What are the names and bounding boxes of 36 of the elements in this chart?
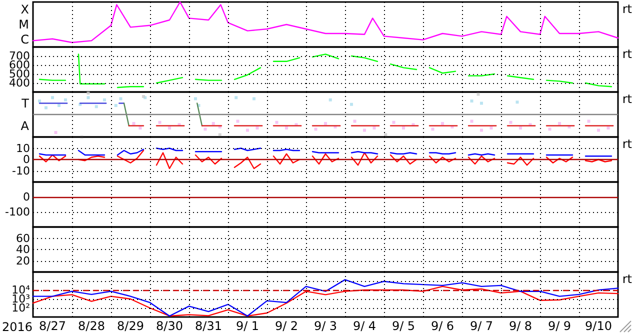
x-tick-label: 8/29 <box>117 319 144 333</box>
text: X <box>20 2 29 16</box>
x-tick-label: 9/ 6 <box>430 319 454 333</box>
y-tick-label: 40 <box>16 243 30 256</box>
x-tick-label: 8/27 <box>39 319 66 333</box>
y-tick-label: 400 <box>9 76 30 90</box>
y-tick-label: -10 <box>12 164 30 178</box>
y-tick-label: 20 <box>16 254 30 268</box>
text: rt <box>622 92 632 106</box>
text: rt <box>622 2 632 16</box>
x-tick-label: 9/ 1 <box>236 319 260 333</box>
y-tick-label: 60 <box>16 232 30 245</box>
x-tick-label: 9/ 5 <box>392 319 416 333</box>
x-tick-label: 9/ 7 <box>470 319 494 333</box>
y-tick-label: 0 <box>23 153 30 166</box>
x-tick-label: 9/ 3 <box>314 319 338 333</box>
x-tick-label: 9/ 2 <box>274 319 298 333</box>
x-tick-label: 9/ 9 <box>548 319 572 333</box>
y-tick-label: 10² <box>12 302 30 314</box>
x-tick-label: 8/31 <box>195 319 222 333</box>
x-tick-label: 8/28 <box>78 319 105 333</box>
x-tick-label: 8/30 <box>156 319 183 333</box>
y-tick-label: 0 <box>23 190 30 204</box>
text: rt <box>622 137 632 151</box>
text: C <box>20 32 29 46</box>
x-tick-label: 9/ 4 <box>352 319 376 333</box>
x-tick-label: 9/10 <box>585 319 612 333</box>
x-tick-label: 9/ 8 <box>508 319 532 333</box>
text: rt <box>622 47 632 61</box>
text: A <box>20 118 30 133</box>
y-tick-label: -100 <box>5 206 30 218</box>
x-axis-title: 2016 <box>2 320 33 334</box>
text: T <box>20 96 30 110</box>
text: rt <box>622 272 632 286</box>
y-tick-label: 10 <box>16 142 30 155</box>
text: M <box>18 18 29 32</box>
